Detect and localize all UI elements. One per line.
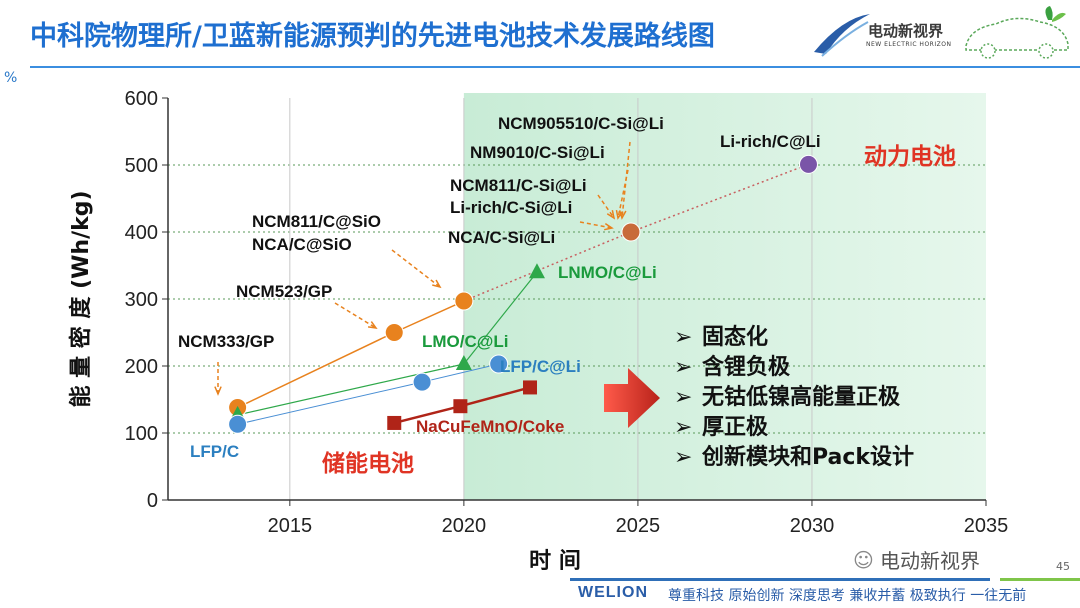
bullet-marker: ➢ — [674, 385, 692, 410]
x-tick-label: 2025 — [616, 515, 661, 537]
footer-divider-green — [1000, 578, 1080, 581]
data-point — [489, 354, 509, 374]
data-point — [387, 415, 402, 430]
bullet-marker: ➢ — [674, 445, 692, 470]
bullet-marker: ➢ — [674, 355, 692, 380]
data-point — [454, 291, 474, 311]
arrow-lirich-csi — [579, 221, 613, 229]
arrow-ncm811-csi-head — [606, 210, 616, 220]
page-title: 中科院物理所/卫蓝新能源预判的先进电池技术发展路线图 — [30, 21, 715, 52]
energy-density-chart: 0 100 200 300 400 500 600 2015 2020 2025 2030 2035 时… — [68, 88, 1009, 570]
arrow-ncm811-csi — [597, 194, 615, 219]
arrow-ncm811-sio-head — [432, 279, 442, 289]
wechat-icon: ☺ — [853, 548, 874, 572]
label-nca-csi: NCA/C-Si@Li — [448, 228, 555, 247]
label-nacufemno: NaCuFeMnO/Coke — [416, 417, 564, 436]
series-line-segment — [630, 163, 809, 233]
logo-swoosh-icon — [814, 14, 870, 57]
bullet-marker: ➢ — [674, 325, 692, 350]
series-line-segment — [237, 363, 465, 416]
label-lnmo: LNMO/C@Li — [558, 263, 657, 282]
label-lirich-csi: Li-rich/C-Si@Li — [450, 198, 572, 217]
label-ncm811-sio: NCM811/C@SiO — [252, 212, 381, 231]
x-tick-label: 2015 — [268, 515, 313, 537]
arrow-nm9010 — [617, 169, 629, 219]
bullet-marker: ➢ — [674, 415, 692, 440]
label-ncm811-csi: NCM811/C-Si@Li — [450, 176, 587, 195]
series-line-segment — [393, 300, 465, 334]
label-lmo: LMO/C@Li — [422, 332, 508, 351]
y-tick-label: 100 — [125, 423, 158, 445]
data-point — [798, 154, 818, 174]
data-point — [523, 380, 538, 395]
series-line-segment — [460, 386, 531, 408]
logo-text: 电动新视界 — [868, 22, 944, 40]
label-nm9010: NM9010/C-Si@Li — [470, 143, 605, 162]
x-tick-label: 2035 — [964, 515, 1009, 537]
bullet-item: 含锂负极 — [702, 354, 791, 380]
x-tick-label: 2020 — [442, 515, 487, 537]
y-tick-label: 0 — [147, 490, 158, 512]
arrow-ncm905510-head — [618, 210, 627, 220]
data-point — [621, 222, 641, 242]
page-number: 45 — [1056, 560, 1070, 573]
label-ncm333: NCM333/GP — [178, 332, 274, 351]
label-lfp-c: LFP/C — [190, 442, 239, 461]
label-ncm905510: NCM905510/C-Si@Li — [498, 114, 664, 133]
watermark-text: 电动新视界 — [880, 549, 980, 573]
bullet-item: 固态化 — [702, 324, 768, 350]
transition-arrow-icon — [604, 368, 660, 428]
footer-divider — [570, 578, 990, 581]
arrow-nm9010-head — [615, 210, 624, 220]
arrow-ncm811-sio — [391, 249, 441, 288]
label-nca-sio: NCA/C@SiO — [252, 235, 352, 254]
highlight-region — [463, 93, 987, 500]
data-point — [412, 372, 432, 392]
y-tick-label: 400 — [125, 222, 158, 244]
footer-logo: WELION — [578, 584, 648, 601]
label-lirich-c: Li-rich/C@Li — [720, 132, 821, 151]
data-point — [453, 399, 468, 414]
bullet-item: 厚正极 — [702, 415, 769, 440]
arrow-ncm333-head — [214, 386, 222, 396]
bullet-item: 创新模块和Pack设计 — [701, 444, 914, 470]
series-line-segment — [393, 404, 461, 425]
label-lfp-c-li: LFP/C@Li — [500, 357, 581, 376]
footer-slogan: 尊重科技 原始创新 深度思考 兼收并蓄 极致执行 一往无前 — [668, 588, 1027, 604]
series-line-segment — [237, 331, 395, 409]
y-tick-label: 200 — [125, 356, 158, 378]
title-divider — [30, 66, 1080, 68]
y-axis-title: 能 量 密 度 (Wh/kg) — [68, 190, 94, 407]
y-tick-label: 500 — [125, 155, 158, 177]
x-axis-title: 时 间 — [529, 549, 581, 570]
corner-mark: % — [4, 70, 18, 86]
data-point — [228, 414, 248, 434]
label-ncm523: NCM523/GP — [236, 282, 332, 301]
arrow-ncm523 — [334, 302, 377, 329]
series-line-segment — [463, 271, 538, 365]
series-line-segment — [237, 381, 423, 425]
label-storage-battery: 储能电池 — [322, 450, 414, 477]
x-tick-label: 2030 — [790, 515, 835, 537]
series-line-segment — [421, 363, 499, 383]
y-tick-label: 300 — [125, 289, 158, 311]
bullet-item: 无钴低镍高能量正极 — [702, 384, 901, 410]
arrow-lirich-csi-head — [604, 222, 614, 231]
series-line-segment — [463, 231, 632, 302]
data-point — [384, 323, 404, 342]
label-power-battery: 动力电池 — [864, 144, 956, 170]
data-point — [455, 354, 472, 370]
y-tick-label: 600 — [125, 88, 158, 110]
data-point — [528, 263, 545, 279]
eco-car-icon — [965, 6, 1069, 59]
logo-subtitle: NEW ELECTRIC HORIZON — [866, 41, 952, 48]
arrow-ncm523-head — [367, 321, 378, 330]
